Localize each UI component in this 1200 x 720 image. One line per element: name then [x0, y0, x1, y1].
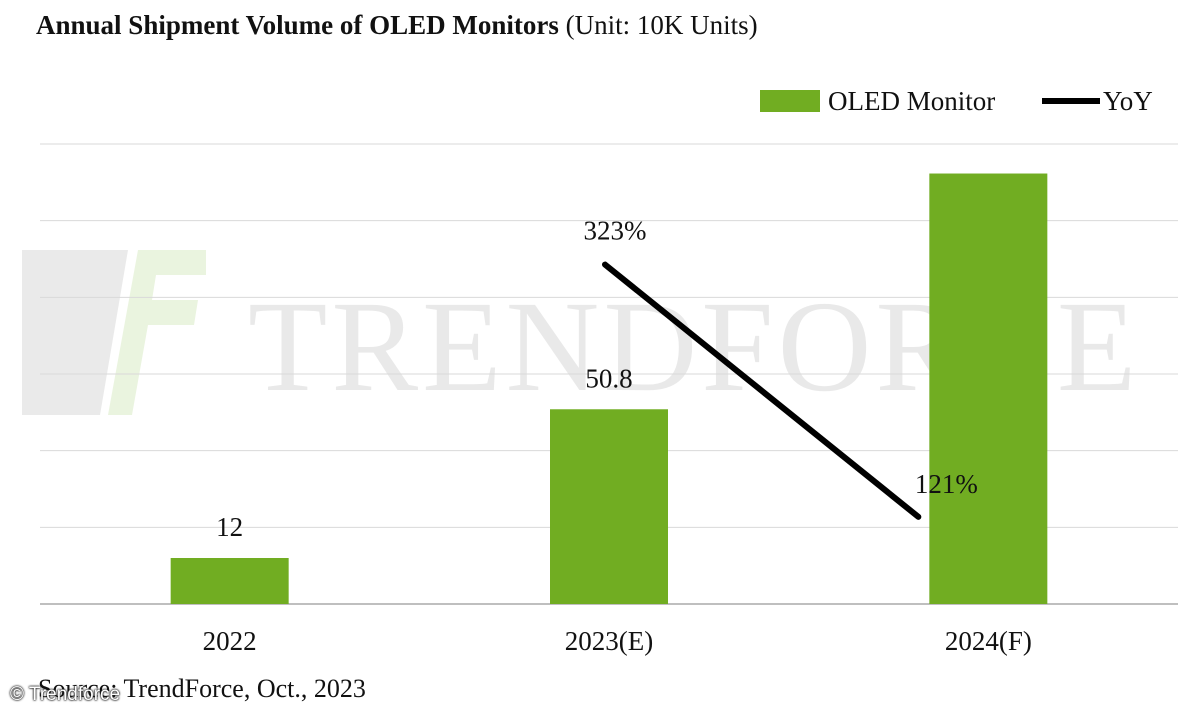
watermark-logo-left: [22, 250, 128, 415]
chart-title: Annual Shipment Volume of OLED Monitors …: [36, 10, 758, 41]
bar-label: 50.8: [585, 363, 632, 393]
x-tick-label: 2024(F): [945, 626, 1032, 656]
title-text: Annual Shipment Volume of OLED Monitors: [36, 10, 559, 40]
yoy-label: 121%: [915, 469, 978, 499]
yoy-line: [602, 261, 922, 520]
legend-swatch-oled: [760, 90, 820, 112]
yoy-label: 323%: [584, 216, 647, 246]
bar-2022: [170, 558, 289, 604]
legend-label-yoy: YoY: [1103, 86, 1153, 116]
copyright-credit: © Trendforce: [10, 684, 121, 705]
x-tick-label: 2023(E): [565, 626, 653, 656]
x-tick-label: 2022: [203, 626, 257, 656]
unit-text: (Unit: 10K Units): [565, 10, 758, 40]
bar-2023(E): [550, 409, 668, 604]
legend-label-oled: OLED Monitor: [828, 86, 995, 116]
bar-label: 12: [216, 512, 243, 542]
source-note: Source: TrendForce, Oct., 2023: [38, 674, 366, 703]
bar-2024(F): [929, 173, 1048, 604]
